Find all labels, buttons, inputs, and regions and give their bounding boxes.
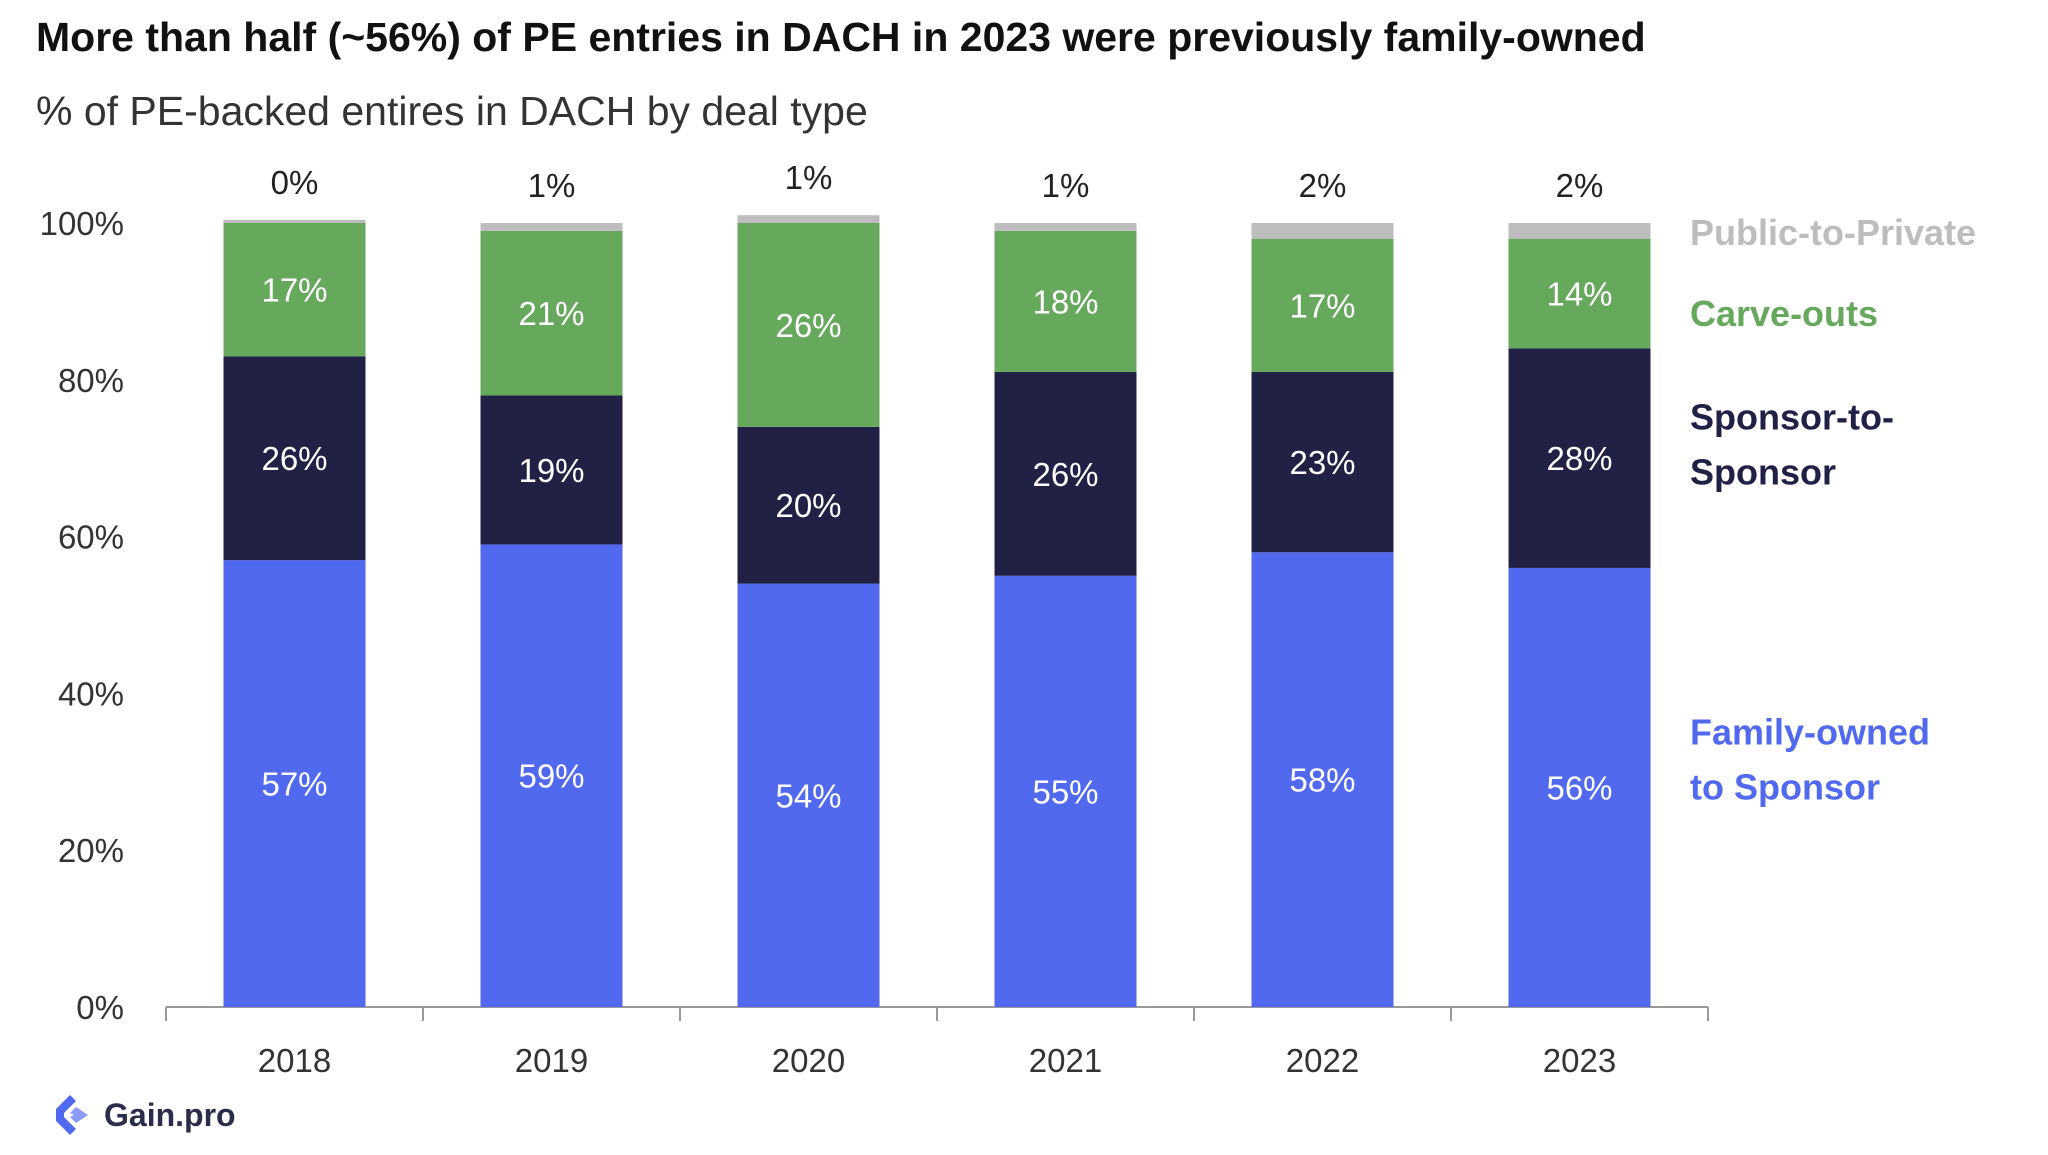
data-label: 28% xyxy=(1546,440,1612,477)
data-label: 20% xyxy=(775,487,841,524)
bar-segment xyxy=(223,560,366,1007)
bar-segment xyxy=(994,223,1137,231)
chart-subtitle: % of PE-backed entires in DACH by deal t… xyxy=(36,88,868,134)
data-label: 58% xyxy=(1289,762,1355,799)
bar-segment xyxy=(737,583,880,1007)
bar-segment xyxy=(1508,238,1651,349)
y-tick-label: 0% xyxy=(76,989,124,1026)
data-label: 57% xyxy=(261,766,327,803)
data-label: 17% xyxy=(1289,287,1355,324)
data-label: 1% xyxy=(785,159,833,196)
bar-segment xyxy=(480,223,623,231)
bar-segment xyxy=(1508,348,1651,568)
legend-label: Sponsor xyxy=(1690,452,1836,493)
data-label: 26% xyxy=(775,307,841,344)
bar-segment xyxy=(480,395,623,545)
x-tick-label: 2020 xyxy=(772,1042,845,1079)
bar-segment xyxy=(1251,371,1394,553)
bar-segment xyxy=(223,219,366,223)
data-label: 23% xyxy=(1289,444,1355,481)
bar-segment xyxy=(223,356,366,561)
data-label: 1% xyxy=(528,167,576,204)
y-tick-label: 40% xyxy=(58,675,124,712)
y-tick-label: 100% xyxy=(40,205,124,242)
legend-label: Public-to-Private xyxy=(1690,212,1976,253)
data-label: 54% xyxy=(775,777,841,814)
brand: Gain.pro xyxy=(46,1090,236,1140)
legend-label: Sponsor-to- xyxy=(1690,397,1894,438)
bar-segment xyxy=(1508,223,1651,239)
x-tick-label: 2021 xyxy=(1029,1042,1102,1079)
legend-label: Carve-outs xyxy=(1690,293,1878,334)
bar-segment xyxy=(480,230,623,396)
data-label: 19% xyxy=(518,452,584,489)
bar-segment xyxy=(1251,552,1394,1007)
bar-segment xyxy=(1251,238,1394,372)
x-tick-label: 2022 xyxy=(1286,1042,1359,1079)
data-label: 59% xyxy=(518,758,584,795)
data-label: 21% xyxy=(518,295,584,332)
bar-segment xyxy=(994,371,1137,576)
data-label: 14% xyxy=(1546,276,1612,313)
data-label: 2% xyxy=(1299,167,1347,204)
data-label: 26% xyxy=(1032,456,1098,493)
x-tick-label: 2018 xyxy=(258,1042,331,1079)
data-label: 55% xyxy=(1032,773,1098,810)
legend-label: Family-owned xyxy=(1690,712,1930,753)
data-label: 1% xyxy=(1042,167,1090,204)
data-label: 17% xyxy=(261,272,327,309)
data-label: 2% xyxy=(1556,167,1604,204)
brand-name: Gain.pro xyxy=(104,1096,236,1133)
data-label: 0% xyxy=(271,164,319,201)
bar-segment xyxy=(994,230,1137,372)
y-tick-label: 20% xyxy=(58,832,124,869)
bar-segment xyxy=(737,215,880,223)
bar-segment xyxy=(737,426,880,584)
y-tick-label: 80% xyxy=(58,362,124,399)
bar-segment xyxy=(223,223,366,357)
chart-title: More than half (~56%) of PE entries in D… xyxy=(36,14,1646,60)
legend-label: to Sponsor xyxy=(1690,767,1880,808)
x-tick-label: 2023 xyxy=(1543,1042,1616,1079)
gain-pro-logo-icon xyxy=(56,1095,88,1135)
bar-segment xyxy=(1508,567,1651,1007)
bar-segment xyxy=(480,544,623,1007)
data-label: 18% xyxy=(1032,283,1098,320)
bar-segment xyxy=(1251,223,1394,239)
data-label: 26% xyxy=(261,440,327,477)
bar-segment xyxy=(737,223,880,427)
data-label: 56% xyxy=(1546,769,1612,806)
bar-segment xyxy=(994,575,1137,1007)
y-tick-label: 60% xyxy=(58,519,124,556)
x-tick-label: 2019 xyxy=(515,1042,588,1079)
